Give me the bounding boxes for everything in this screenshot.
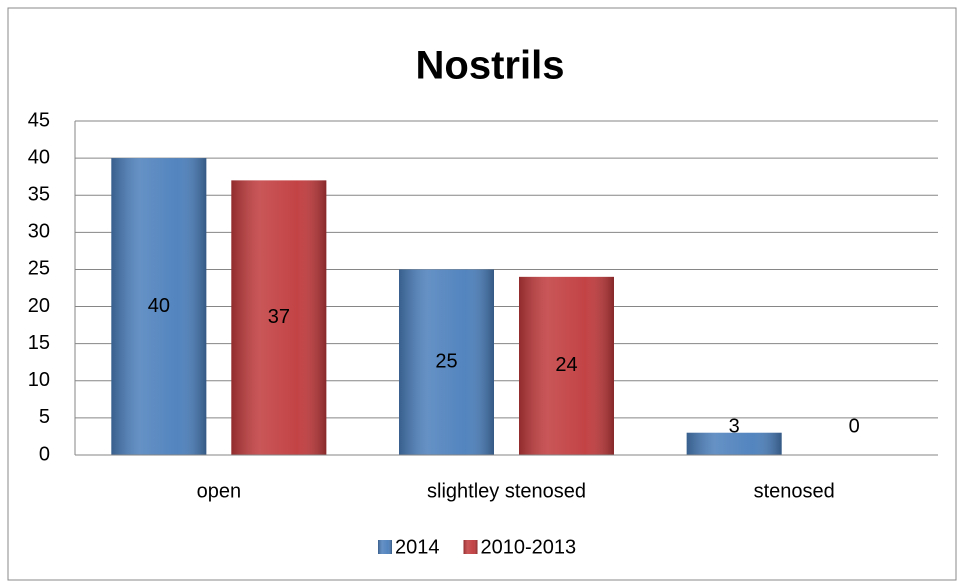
legend-swatch-shade — [378, 540, 392, 554]
data-label: 0 — [849, 415, 860, 437]
y-tick-label: 20 — [28, 295, 50, 317]
y-tick-label: 0 — [39, 443, 50, 465]
y-tick-label: 45 — [28, 109, 50, 131]
data-label: 37 — [268, 306, 290, 328]
bar-shade — [399, 269, 494, 455]
bar-shade — [519, 276, 614, 455]
bar-shade — [686, 432, 782, 455]
y-tick-label: 30 — [28, 221, 50, 243]
legend-label: 2014 — [395, 536, 440, 558]
x-tick-label: open — [197, 480, 242, 502]
data-label: 40 — [148, 295, 170, 317]
y-tick-label: 40 — [28, 146, 50, 168]
y-tick-label: 35 — [28, 184, 50, 206]
y-tick-label: 5 — [39, 406, 50, 428]
y-tick-label: 15 — [28, 332, 50, 354]
y-tick-label: 10 — [28, 369, 50, 391]
legend-label: 2010-2013 — [481, 536, 577, 558]
chart-title: Nostrils — [416, 44, 565, 88]
bar-shade — [231, 180, 327, 455]
y-tick-label: 25 — [28, 258, 50, 280]
data-label: 3 — [729, 415, 740, 437]
data-label: 24 — [555, 354, 577, 376]
x-tick-label: slightley stenosed — [427, 480, 586, 502]
x-tick-label: stenosed — [754, 480, 835, 502]
legend-swatch-shade — [463, 540, 478, 554]
bar-shade — [111, 158, 207, 455]
data-label: 25 — [435, 351, 457, 373]
